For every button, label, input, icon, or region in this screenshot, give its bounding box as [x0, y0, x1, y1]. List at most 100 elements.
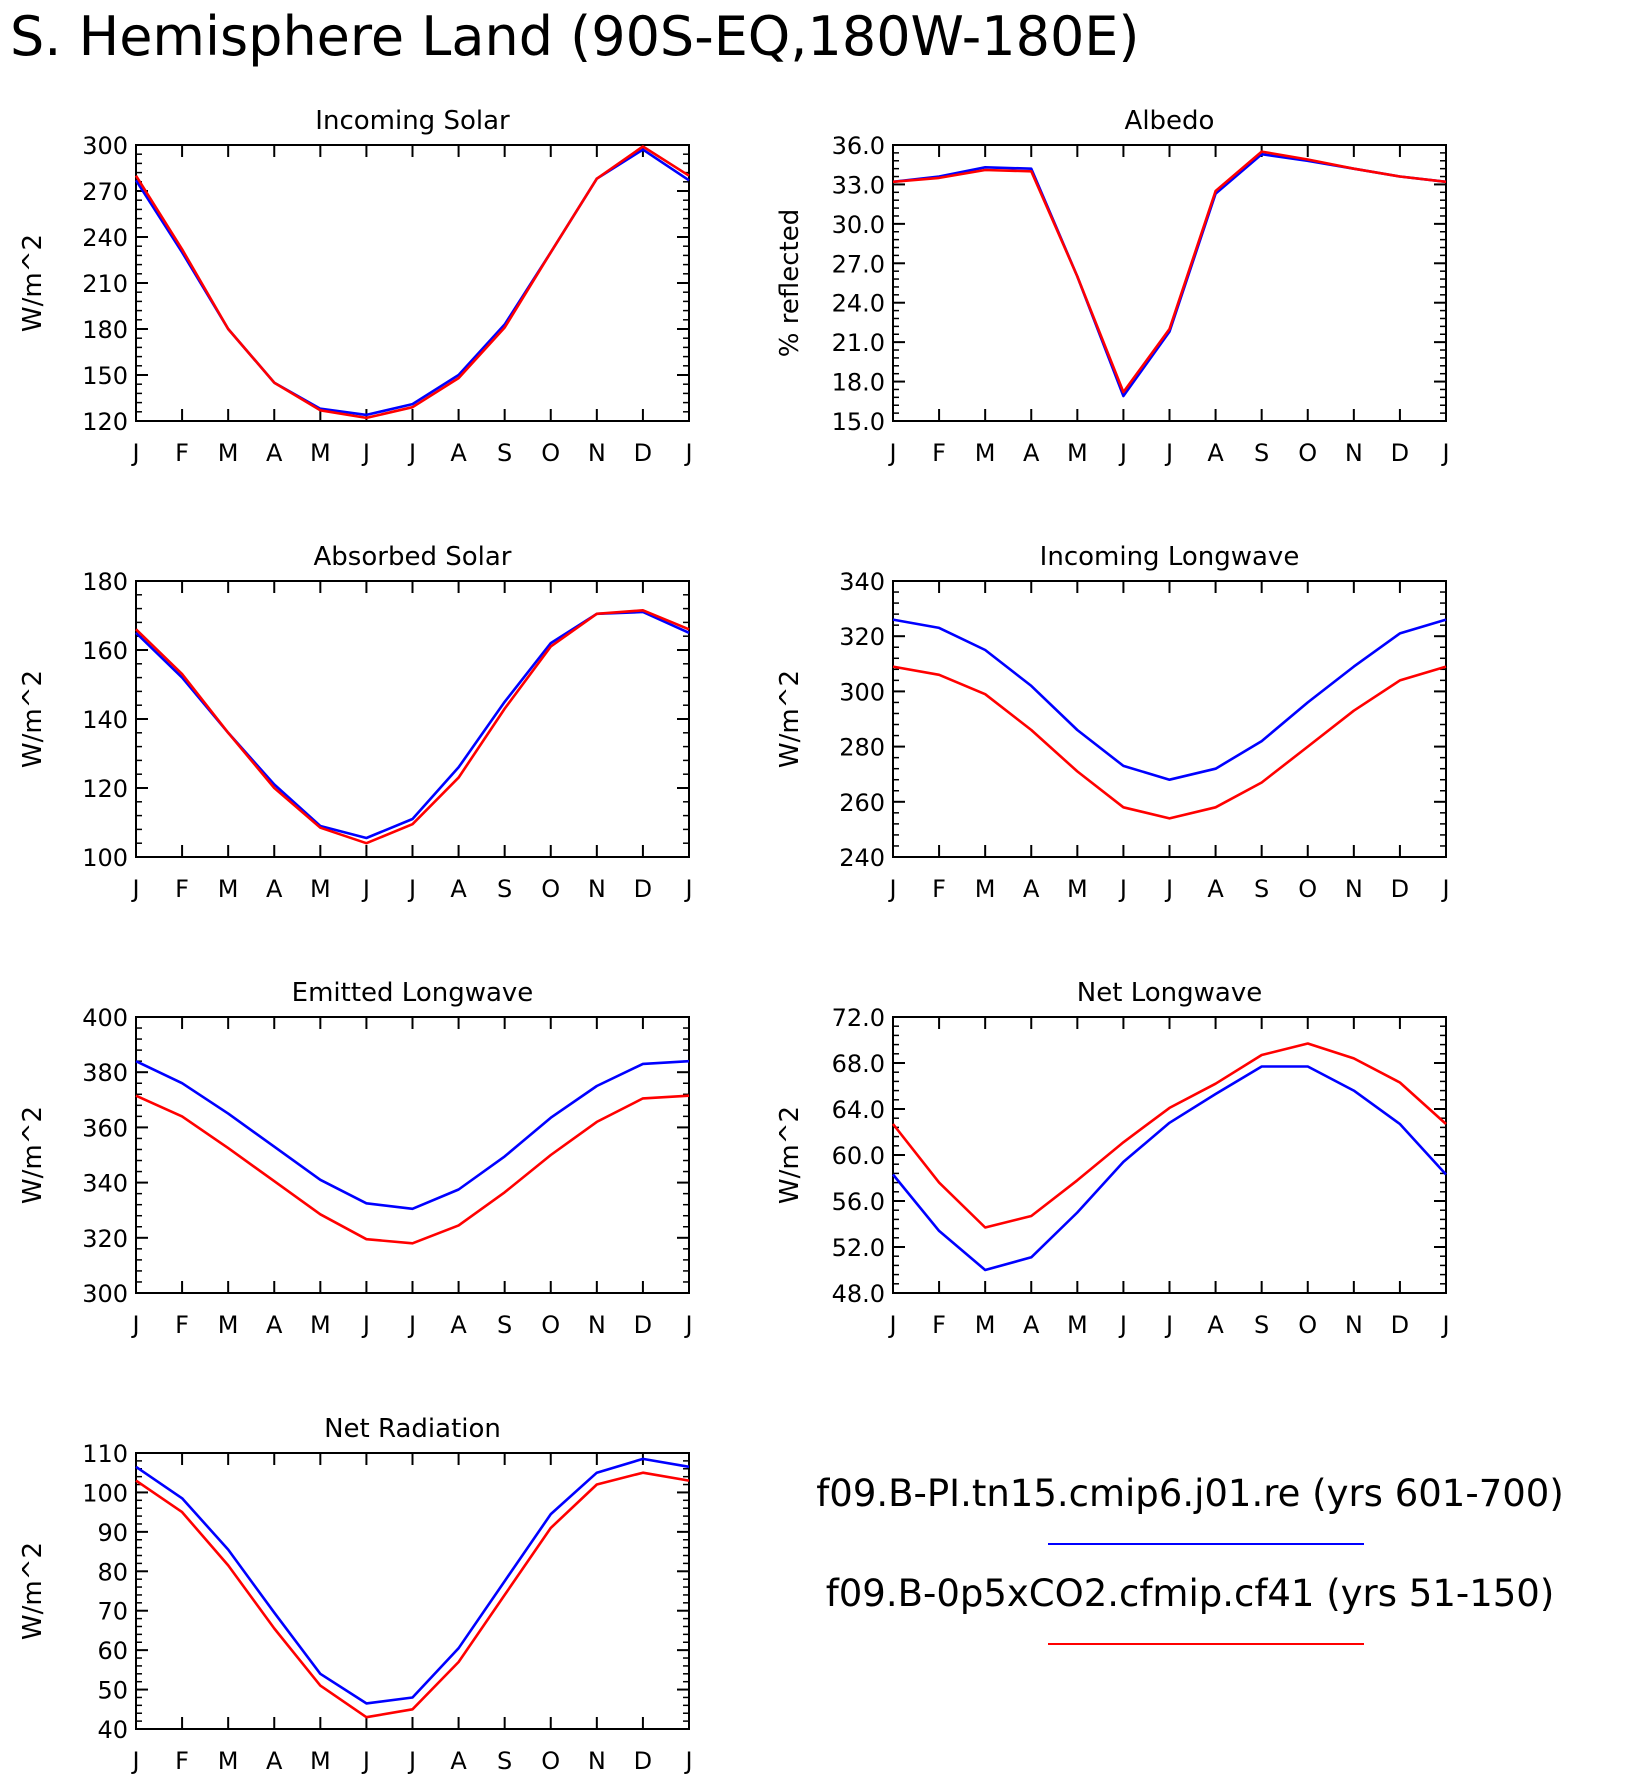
y-tick-label: 360	[82, 1114, 128, 1142]
y-tick-label: 48.0	[832, 1280, 885, 1308]
y-tick-label: 160	[82, 637, 128, 665]
x-tick-label: N	[1345, 1311, 1363, 1339]
y-tick-label: 120	[82, 775, 128, 803]
x-tick-label: J	[1440, 1311, 1449, 1339]
y-axis-label: W/m^2	[775, 1106, 805, 1204]
x-tick-label: J	[361, 1311, 370, 1339]
y-tick-label: 270	[82, 178, 128, 206]
y-tick-label: 60	[97, 1637, 128, 1665]
x-tick-label: M	[975, 875, 996, 903]
x-tick-label: S	[497, 1311, 512, 1339]
y-tick-label: 56.0	[832, 1188, 885, 1216]
y-tick-label: 15.0	[832, 408, 885, 436]
plot-frame	[892, 144, 1447, 422]
x-tick-label: M	[218, 439, 239, 467]
y-axis-label: W/m^2	[775, 670, 805, 768]
x-tick-label: J	[361, 875, 370, 903]
x-tick-label: J	[407, 875, 416, 903]
x-tick-label: M	[310, 875, 331, 903]
y-tick-label: 400	[82, 1004, 128, 1032]
x-tick-label: A	[1023, 1311, 1040, 1339]
x-tick-label: S	[497, 875, 512, 903]
panel-title: Absorbed Solar	[314, 542, 512, 572]
legend-label-red: f09.B-0p5xCO2.cfmip.cf41 (yrs 51-150)	[826, 1572, 1555, 1615]
x-tick-label: A	[266, 1311, 283, 1339]
y-tick-label: 140	[82, 706, 128, 734]
x-tick-label: N	[1345, 439, 1363, 467]
x-tick-label: F	[175, 1747, 189, 1775]
y-tick-label: 180	[82, 316, 128, 344]
x-tick-label: A	[450, 1747, 467, 1775]
y-axis-label: W/m^2	[18, 234, 48, 332]
y-tick-label: 380	[82, 1059, 128, 1087]
x-tick-label: J	[130, 1747, 139, 1775]
x-tick-label: M	[310, 1747, 331, 1775]
legend-label-blue: f09.B-PI.tn15.cmip6.j01.re (yrs 601-700)	[816, 1472, 1564, 1515]
x-tick-label: O	[1298, 439, 1317, 467]
y-tick-label: 150	[82, 362, 128, 390]
x-tick-label: A	[266, 875, 283, 903]
y-tick-label: 24.0	[832, 290, 885, 318]
y-tick-label: 340	[839, 568, 885, 596]
series-line-blue	[135, 1457, 690, 1705]
x-tick-label: A	[450, 1311, 467, 1339]
x-tick-label: F	[175, 439, 189, 467]
x-tick-label: S	[1254, 1311, 1269, 1339]
x-tick-label: J	[1440, 875, 1449, 903]
y-axis-label: W/m^2	[18, 670, 48, 768]
legend: f09.B-PI.tn15.cmip6.j01.re (yrs 601-700)…	[816, 1472, 1564, 1645]
y-tick-label: 240	[82, 224, 128, 252]
x-tick-label: J	[1164, 1311, 1173, 1339]
x-tick-label: A	[266, 439, 283, 467]
x-tick-label: J	[1440, 439, 1449, 467]
x-tick-label: J	[1118, 439, 1127, 467]
y-tick-label: 280	[839, 734, 885, 762]
series-line-red	[891, 1042, 1447, 1229]
x-tick-label: O	[541, 875, 560, 903]
y-tick-label: 50	[97, 1677, 128, 1705]
y-tick-label: 90	[97, 1519, 128, 1547]
x-tick-label: D	[634, 1311, 652, 1339]
x-tick-label: J	[130, 439, 139, 467]
x-tick-label: J	[130, 875, 139, 903]
x-tick-label: A	[1207, 1311, 1224, 1339]
plot-frame	[135, 144, 690, 422]
x-tick-label: M	[310, 1311, 331, 1339]
x-tick-label: J	[407, 439, 416, 467]
x-tick-label: N	[588, 1747, 606, 1775]
x-tick-label: J	[1164, 439, 1173, 467]
series-line-blue	[135, 1059, 690, 1211]
y-tick-label: 72.0	[832, 1004, 885, 1032]
x-tick-label: M	[218, 1747, 239, 1775]
x-tick-label: J	[130, 1311, 139, 1339]
x-tick-label: J	[887, 1311, 896, 1339]
plot-frame	[135, 1016, 690, 1294]
x-tick-label: A	[450, 439, 467, 467]
x-tick-label: J	[683, 439, 692, 467]
series-line-red	[134, 145, 690, 420]
x-tick-label: O	[541, 439, 560, 467]
y-tick-label: 21.0	[832, 329, 885, 357]
series-line-blue	[134, 148, 690, 417]
series-line-red	[892, 665, 1447, 820]
panel-title: Net Longwave	[1077, 978, 1262, 1008]
x-tick-label: F	[175, 875, 189, 903]
x-tick-label: F	[932, 439, 946, 467]
y-tick-label: 300	[839, 678, 885, 706]
y-tick-label: 18.0	[832, 369, 885, 397]
x-tick-label: M	[310, 439, 331, 467]
x-tick-label: A	[1023, 439, 1040, 467]
series-line-red	[135, 1471, 690, 1719]
y-tick-label: 100	[82, 1479, 128, 1507]
panel-title: Incoming Longwave	[1040, 542, 1300, 572]
y-tick-label: 300	[82, 132, 128, 160]
y-tick-label: 110	[82, 1440, 128, 1468]
y-tick-label: 80	[97, 1558, 128, 1586]
x-tick-label: O	[541, 1311, 560, 1339]
